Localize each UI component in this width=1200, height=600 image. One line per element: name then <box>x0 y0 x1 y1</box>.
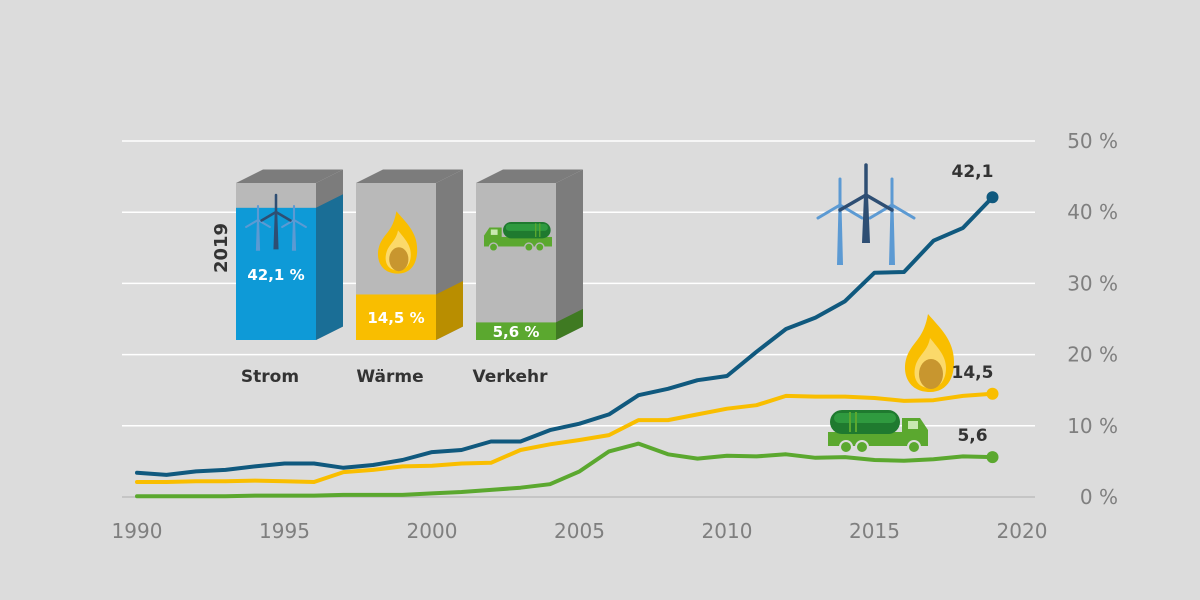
tanker-truck-icon <box>484 222 552 252</box>
inset-category-label: Strom <box>241 367 299 387</box>
series-end-label-waerme: 14,5 <box>952 363 994 383</box>
inset-bar-fill <box>476 322 556 340</box>
inset-bar-side <box>556 169 583 340</box>
x-tick-label: 1995 <box>259 519 310 543</box>
series-line-strom <box>135 195 995 477</box>
flame-icon <box>377 211 418 274</box>
series-end-marker-verkehr <box>986 451 999 464</box>
inset-bar-fill-side <box>316 194 343 340</box>
y-tick-label: 0 % <box>1080 485 1118 509</box>
y-tick-label: 30 % <box>1067 271 1118 295</box>
tanker-truck-icon <box>828 410 928 454</box>
inset-bar-wärme: 14,5 % Wärme <box>356 169 463 387</box>
series-line-verkehr <box>135 441 995 499</box>
inset-bar-top <box>476 169 583 183</box>
x-tick-label: 2000 <box>407 519 458 543</box>
series-end-marker-waerme <box>986 387 999 400</box>
y-tick-label: 40 % <box>1067 200 1118 224</box>
inset-bar-top <box>236 169 343 183</box>
x-tick-label: 2005 <box>554 519 605 543</box>
x-tick-label: 2020 <box>997 519 1048 543</box>
series-line-waerme <box>135 391 995 484</box>
inset-category-label: Wärme <box>356 367 423 387</box>
inset-year-label: 2019 <box>211 223 232 273</box>
y-tick-label: 50 % <box>1067 129 1118 153</box>
x-tick-label: 1990 <box>112 519 163 543</box>
series-end-marker-strom <box>986 191 999 204</box>
inset-bar-front <box>476 183 556 340</box>
inset-bar-value-label: 5,6 % <box>493 323 540 341</box>
inset-bar-value-label: 42,1 % <box>247 266 304 284</box>
y-tick-label: 10 % <box>1067 414 1118 438</box>
flame-icon <box>904 314 954 392</box>
inset-bar-fill <box>356 294 436 340</box>
series-end-label-verkehr: 5,6 <box>957 426 987 446</box>
inset-bar-top <box>356 169 463 183</box>
x-tick-label: 2015 <box>849 519 900 543</box>
inset-bar-fill-side <box>436 280 463 340</box>
inset-bar-verkehr: 5,6 % Verkehr <box>472 169 583 387</box>
inset-category-label: Verkehr <box>472 367 548 387</box>
inset-bar-value-label: 14,5 % <box>367 309 424 327</box>
series-end-label-strom: 42,1 <box>952 162 994 182</box>
y-tick-label: 20 % <box>1067 343 1118 367</box>
wind-turbine-icon <box>245 193 307 251</box>
inset-bar-fill-side <box>556 308 583 340</box>
x-tick-label: 2010 <box>702 519 753 543</box>
wind-turbine-icon <box>816 163 916 265</box>
